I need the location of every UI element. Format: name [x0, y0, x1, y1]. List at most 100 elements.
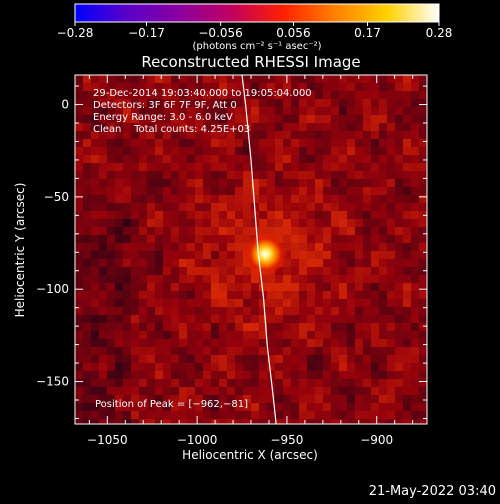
heatmap-cell: [163, 187, 171, 195]
heatmap-cell: [395, 267, 403, 275]
heatmap-cell: [123, 259, 131, 267]
heatmap-cell: [355, 115, 363, 123]
heatmap-cell: [363, 283, 371, 291]
heatmap-cell: [131, 395, 139, 403]
heatmap-cell: [251, 371, 259, 379]
heatmap-cell: [195, 227, 203, 235]
heatmap-cell: [259, 283, 267, 291]
heatmap-cell: [403, 251, 411, 259]
x-axis: −1050 −1000 −950 −900: [87, 75, 414, 447]
heatmap-cell: [371, 211, 379, 219]
annotation-total-counts: Clean Total counts: 4.25E+03: [93, 124, 250, 135]
heatmap-cell: [187, 307, 195, 315]
heatmap-cell: [307, 339, 315, 347]
heatmap-cell: [75, 355, 83, 363]
heatmap-cell: [403, 91, 411, 99]
heatmap-cell: [187, 107, 195, 115]
heatmap-cell: [219, 299, 227, 307]
heatmap-cell: [411, 115, 419, 123]
heatmap-cell: [283, 123, 291, 131]
heatmap-cell: [275, 315, 283, 323]
annotations: 29-Dec-2014 19:03:40.000 to 19:05:04.000…: [93, 88, 312, 135]
heatmap-cell: [211, 187, 219, 195]
heatmap-cell: [179, 83, 187, 91]
heatmap-cell: [187, 387, 195, 395]
heatmap-cell: [371, 355, 379, 363]
heatmap-cell: [379, 323, 387, 331]
heatmap-cell: [219, 403, 227, 411]
heatmap-cell: [315, 259, 323, 267]
heatmap-cell: [315, 251, 323, 259]
heatmap-cell: [187, 91, 195, 99]
heatmap-cell: [211, 91, 219, 99]
heatmap-cell: [379, 307, 387, 315]
heatmap-cell: [115, 307, 123, 315]
heatmap-cell: [347, 363, 355, 371]
heatmap-cell: [387, 115, 395, 123]
heatmap-cell: [411, 411, 419, 419]
heatmap-cell: [147, 347, 155, 355]
heatmap-cell: [227, 419, 235, 424]
heatmap-cell: [91, 123, 99, 131]
heatmap-cell: [203, 291, 211, 299]
heatmap-cell: [91, 339, 99, 347]
heatmap-cell: [387, 75, 395, 83]
heatmap-cell: [259, 91, 267, 99]
heatmap-cell: [99, 275, 107, 283]
heatmap-cell: [419, 75, 427, 83]
heatmap-cell: [427, 411, 435, 419]
heatmap-cell: [203, 307, 211, 315]
heatmap-cell: [227, 211, 235, 219]
heatmap-cell: [187, 331, 195, 339]
heatmap-cell: [283, 163, 291, 171]
heatmap-cell: [315, 363, 323, 371]
heatmap-cell: [139, 195, 147, 203]
heatmap-cell: [403, 387, 411, 395]
heatmap-cell: [387, 171, 395, 179]
heatmap-cell: [155, 331, 163, 339]
heatmap-cell: [243, 83, 251, 91]
heatmap-cell: [259, 203, 267, 211]
heatmap-cell: [283, 331, 291, 339]
heatmap-cell: [195, 403, 203, 411]
heatmap-cell: [179, 387, 187, 395]
heatmap-cell: [355, 195, 363, 203]
heatmap-cell: [315, 115, 323, 123]
heatmap-cell: [411, 91, 419, 99]
heatmap-cell: [91, 387, 99, 395]
heatmap-cell: [259, 379, 267, 387]
heatmap-cell: [363, 235, 371, 243]
heatmap-cell: [347, 299, 355, 307]
heatmap-cell: [427, 339, 435, 347]
heatmap-cell: [387, 179, 395, 187]
heatmap-cell: [291, 227, 299, 235]
heatmap-cell: [275, 299, 283, 307]
heatmap-cell: [107, 123, 115, 131]
heatmap-cell: [187, 211, 195, 219]
heatmap-cell: [91, 75, 99, 83]
heatmap-cell: [299, 83, 307, 91]
heatmap-cell: [371, 179, 379, 187]
heatmap-cell: [355, 99, 363, 107]
heatmap-cell: [115, 147, 123, 155]
heatmap-cell: [395, 387, 403, 395]
heatmap-cell: [387, 283, 395, 291]
heatmap-cell: [379, 147, 387, 155]
heatmap-cell: [75, 155, 83, 163]
heatmap-cell: [419, 347, 427, 355]
heatmap-cell: [115, 395, 123, 403]
heatmap-cell: [283, 275, 291, 283]
heatmap-cell: [115, 123, 123, 131]
heatmap-cell: [387, 299, 395, 307]
heatmap-cell: [427, 203, 435, 211]
heatmap-cell: [83, 195, 91, 203]
heatmap-cell: [419, 339, 427, 347]
heatmap-cell: [371, 395, 379, 403]
heatmap-cell: [379, 331, 387, 339]
heatmap-cell: [203, 371, 211, 379]
heatmap-cell: [155, 179, 163, 187]
heatmap-cell: [275, 379, 283, 387]
heatmap-cell: [419, 363, 427, 371]
heatmap-cell: [163, 219, 171, 227]
heatmap-cell: [235, 163, 243, 171]
